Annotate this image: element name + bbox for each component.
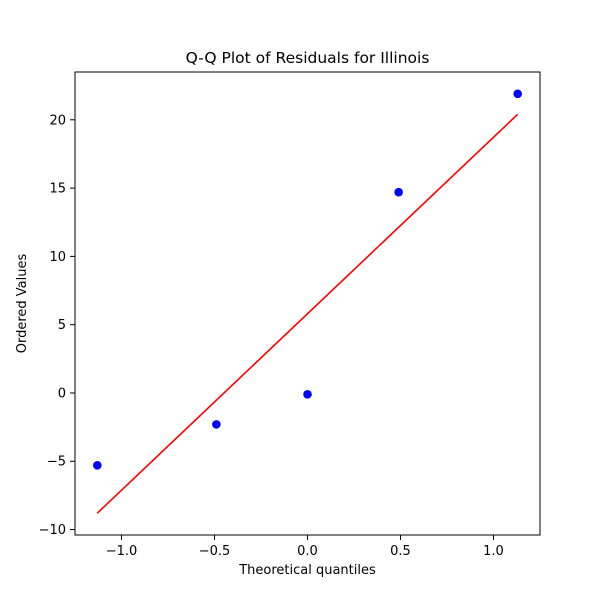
x-tick-label: −0.5 <box>199 544 231 559</box>
x-tick-label: 0.0 <box>297 544 318 559</box>
y-tick-label: 15 <box>49 182 66 197</box>
y-axis-label: Ordered Values <box>15 254 30 354</box>
x-tick-label: 1.0 <box>483 544 504 559</box>
y-tick-label: 20 <box>49 113 66 128</box>
plot-area <box>93 89 522 514</box>
y-axis: −10 −5 0 5 10 15 20 <box>39 113 75 538</box>
data-point <box>93 461 102 470</box>
data-point <box>394 187 403 197</box>
y-tick-label: −5 <box>47 455 66 470</box>
data-point <box>303 390 312 399</box>
x-tick-label: 0.5 <box>390 544 411 559</box>
plot-frame <box>74 71 541 536</box>
x-axis-label: Theoretical quantiles <box>238 563 376 578</box>
y-tick-label: −10 <box>39 523 66 538</box>
y-tick-label: 5 <box>58 318 66 333</box>
x-axis: −1.0 −0.5 0.0 0.5 1.0 <box>106 535 504 559</box>
data-point <box>513 89 522 99</box>
x-tick-label: −1.0 <box>106 544 138 559</box>
y-tick-label: 0 <box>58 386 66 401</box>
data-point <box>212 420 221 429</box>
y-tick-label: 10 <box>49 250 66 265</box>
fit-line <box>96 113 519 514</box>
chart-title: Q-Q Plot of Residuals for Illinois <box>186 49 430 67</box>
